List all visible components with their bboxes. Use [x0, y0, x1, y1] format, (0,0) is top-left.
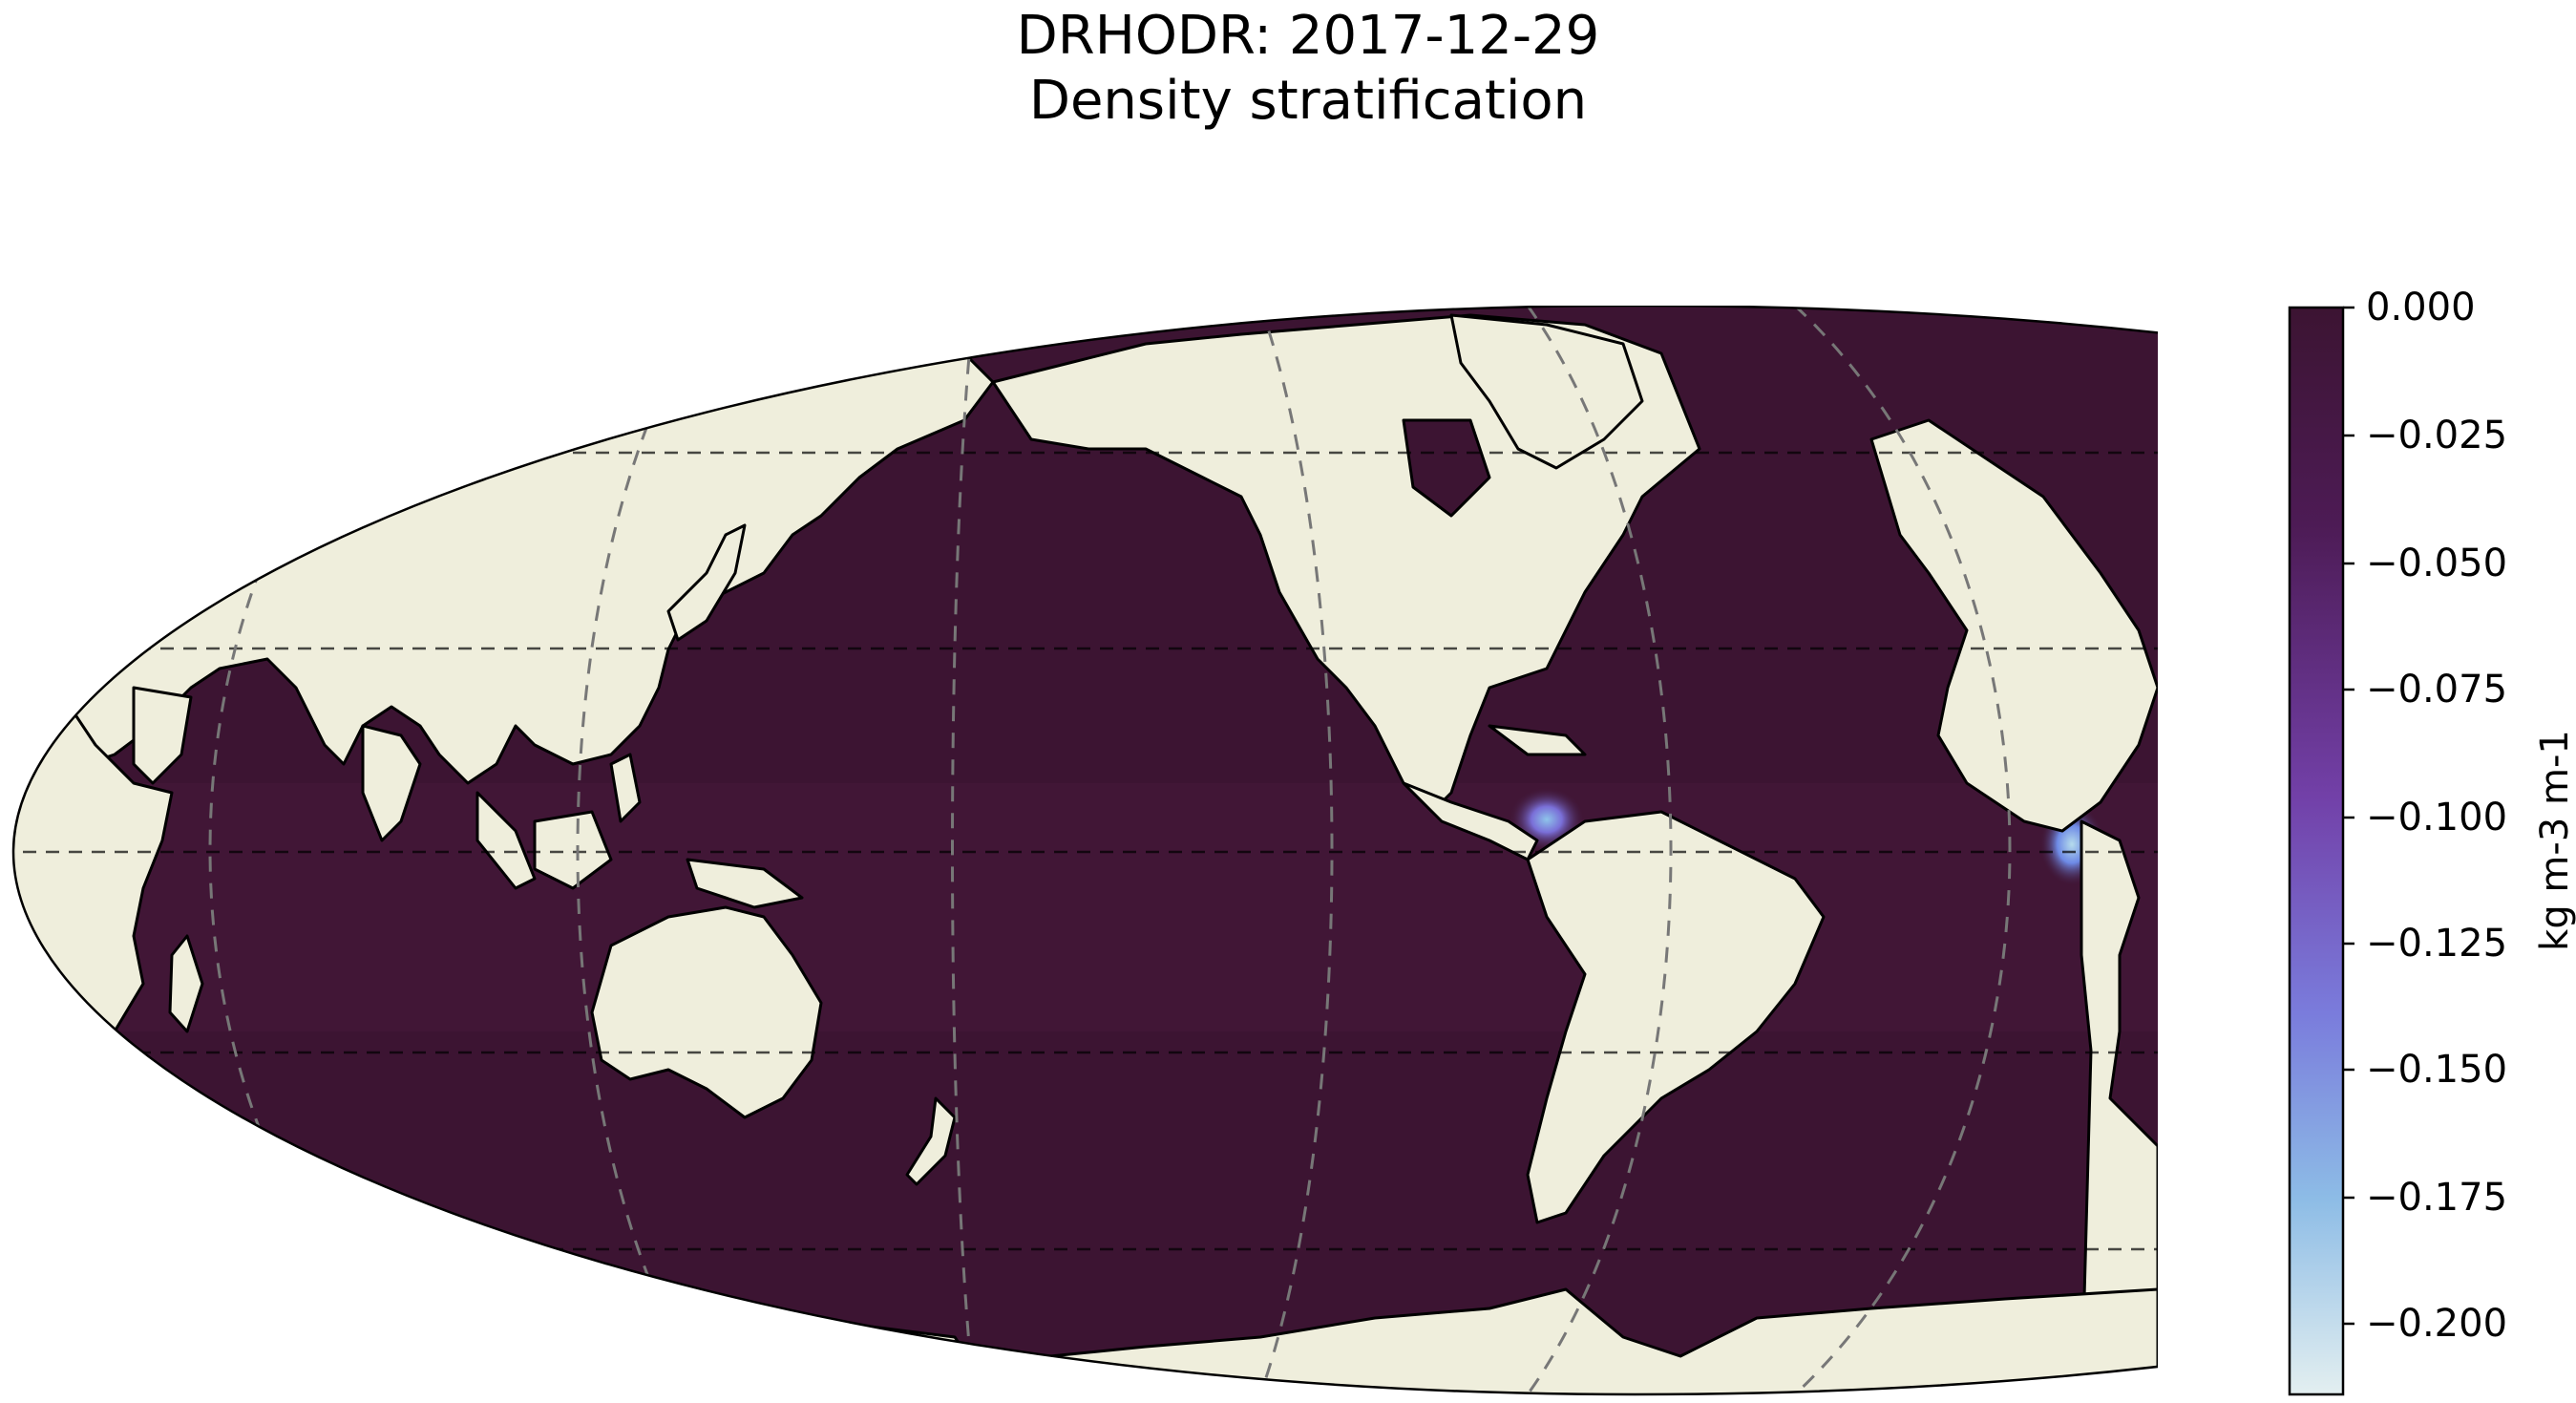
longitude-gridlines — [208, 306, 2012, 1394]
colorbar-tick-label: −0.075 — [2366, 668, 2508, 712]
colorbar-units-label: kg m-3 m-1 — [2533, 730, 2576, 951]
land-arabia — [132, 686, 193, 785]
land-madagascar — [168, 934, 204, 1033]
colorbar-tick-label: 0.000 — [2366, 286, 2476, 329]
land-philippines — [609, 753, 642, 823]
land-south-america — [1526, 810, 1826, 1224]
colorbar-tick-label: −0.200 — [2366, 1302, 2508, 1346]
colorbar-tick-label: −0.125 — [2366, 922, 2508, 966]
ocean-tropical-band — [13, 783, 2158, 1031]
land-australia — [590, 905, 823, 1119]
land-new-guinea — [686, 858, 804, 909]
land-india — [361, 724, 422, 842]
colorbar-tick-label: −0.100 — [2366, 796, 2508, 840]
land-central-america — [1402, 781, 1539, 861]
land-borneo — [533, 810, 613, 890]
map-area — [11, 306, 2158, 1396]
land-new-zealand — [905, 1096, 957, 1186]
land-cuba — [1488, 724, 1587, 756]
land-sumatra — [475, 791, 537, 890]
colorbar — [2288, 306, 2345, 1396]
figure-title-line1: DRHODR: 2017-12-29 — [1016, 5, 1600, 67]
colorbar-tick-label: −0.150 — [2366, 1048, 2508, 1092]
land-japan — [666, 523, 747, 642]
colorbar-tick-label: −0.175 — [2366, 1176, 2508, 1220]
land-europe-africa-west — [1869, 418, 2158, 833]
colorbar-tick-label: −0.050 — [2366, 542, 2508, 585]
colorbar-ticks — [2343, 306, 2354, 1326]
hudson-bay — [1402, 418, 1491, 518]
land-africa-west-coast — [2080, 819, 2158, 1394]
colorbar-tick-label: −0.025 — [2366, 414, 2508, 457]
figure-title-line2: Density stratification — [1028, 70, 1588, 132]
globe-outline — [11, 306, 2158, 1396]
